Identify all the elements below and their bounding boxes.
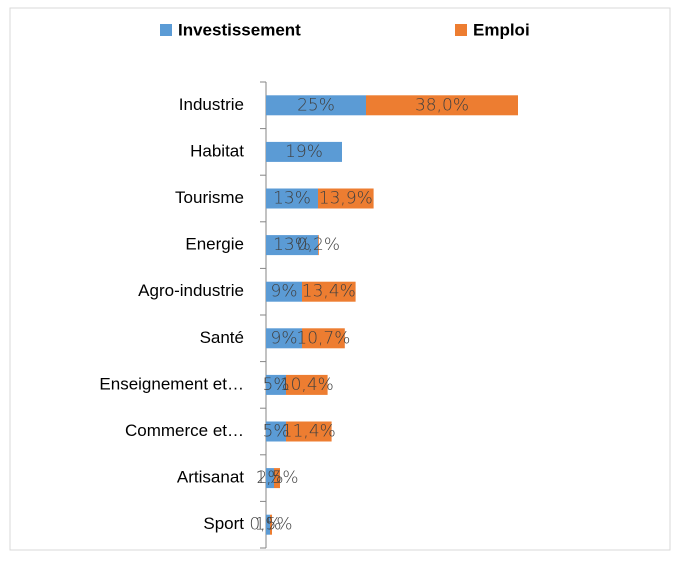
category-label: Energie [185,235,244,254]
bar-segment [266,95,366,116]
bar-segment [266,374,286,395]
value-label: 13% [273,189,311,209]
category-label: Agro-industrie [138,281,244,300]
value-label: 9% [271,282,298,302]
bar-segment [266,421,286,442]
category-label: Habitat [190,141,244,160]
bar-segment [302,328,345,349]
bar-segment [286,421,332,442]
bar-segment [318,188,374,209]
chart-frame [9,7,671,551]
bar-segment [266,188,318,209]
bar-segment [266,235,318,256]
category-label: Enseignement et… [99,374,244,393]
legend-label: Investissement [178,20,301,39]
bar-segment [266,328,302,349]
category-label: Santé [200,328,244,347]
bar-segment [302,281,356,302]
bar-segment [266,514,270,535]
bar-segment [266,468,274,489]
bar-segment [286,374,328,395]
value-label: 2% [257,468,284,488]
value-label: 5% [263,422,290,442]
value-label: 9% [271,328,298,348]
bar-segment [318,235,319,256]
value-label: 10,4% [280,375,334,395]
bar-segment [366,95,518,116]
category-label: Sport [203,514,244,533]
value-label: 38,0% [415,95,469,115]
value-label: 0,2% [297,235,340,255]
bar-segment [266,141,342,162]
value-label: 1,5% [255,468,298,488]
value-label: 10,7% [296,328,350,348]
value-label: 13,4% [302,282,356,302]
value-label: 25% [297,95,335,115]
value-label: 1% [255,515,282,535]
category-label: Commerce et… [125,421,244,440]
value-label: 13% [273,235,311,255]
legend-swatch [455,24,467,36]
bar-segment [266,281,302,302]
value-label: 11,4% [282,422,336,442]
value-label: 19% [285,142,323,162]
value-label: 0,5% [249,515,292,535]
category-label: Industrie [179,95,244,114]
category-label: Tourisme [175,188,244,207]
legend-label: Emploi [473,20,530,39]
value-label: 5% [263,375,290,395]
bar-segment [274,468,280,489]
category-label: Artisanat [177,468,244,487]
bar-segment [270,514,272,535]
value-label: 13,9% [319,189,373,209]
legend-swatch [160,24,172,36]
